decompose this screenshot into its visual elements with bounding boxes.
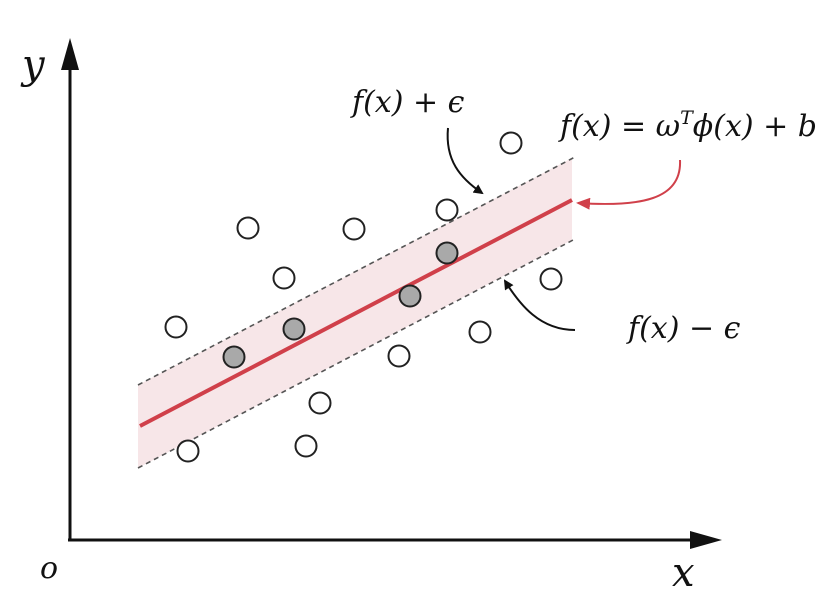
formula-arrow <box>576 159 682 210</box>
point <box>272 266 296 290</box>
support-point <box>282 317 306 341</box>
point <box>294 434 318 458</box>
lower-label: f(x) − ϵ <box>626 311 741 346</box>
point <box>176 439 200 463</box>
point <box>387 344 411 368</box>
regression-line <box>139 198 573 428</box>
support-vectors <box>222 241 459 369</box>
upper-label: f(x) + ϵ <box>350 85 465 120</box>
support-point <box>398 284 422 308</box>
lower-bound <box>137 238 576 469</box>
points <box>164 131 563 463</box>
lower-arrow <box>503 279 576 331</box>
support-point <box>222 345 246 369</box>
upper-bound <box>137 156 576 386</box>
formula-rest: ϕ(x) + b <box>693 109 817 144</box>
upper-arrow <box>446 127 484 195</box>
point <box>499 131 523 155</box>
x-label: x <box>672 550 695 596</box>
formula: f(x) = ωTϕ(x) + b <box>558 107 817 144</box>
point <box>236 216 260 240</box>
formula-superscript: T <box>680 107 694 129</box>
formula-main: f(x) = ω <box>558 109 680 144</box>
point <box>308 391 332 415</box>
x-arrow <box>690 531 722 549</box>
origin-label: o <box>40 551 58 586</box>
point <box>539 267 563 291</box>
point <box>468 320 492 344</box>
point <box>342 217 366 241</box>
y-label: y <box>20 42 46 88</box>
point <box>164 315 188 339</box>
support-point <box>435 241 459 265</box>
point <box>435 198 459 222</box>
y-arrow <box>61 38 79 70</box>
